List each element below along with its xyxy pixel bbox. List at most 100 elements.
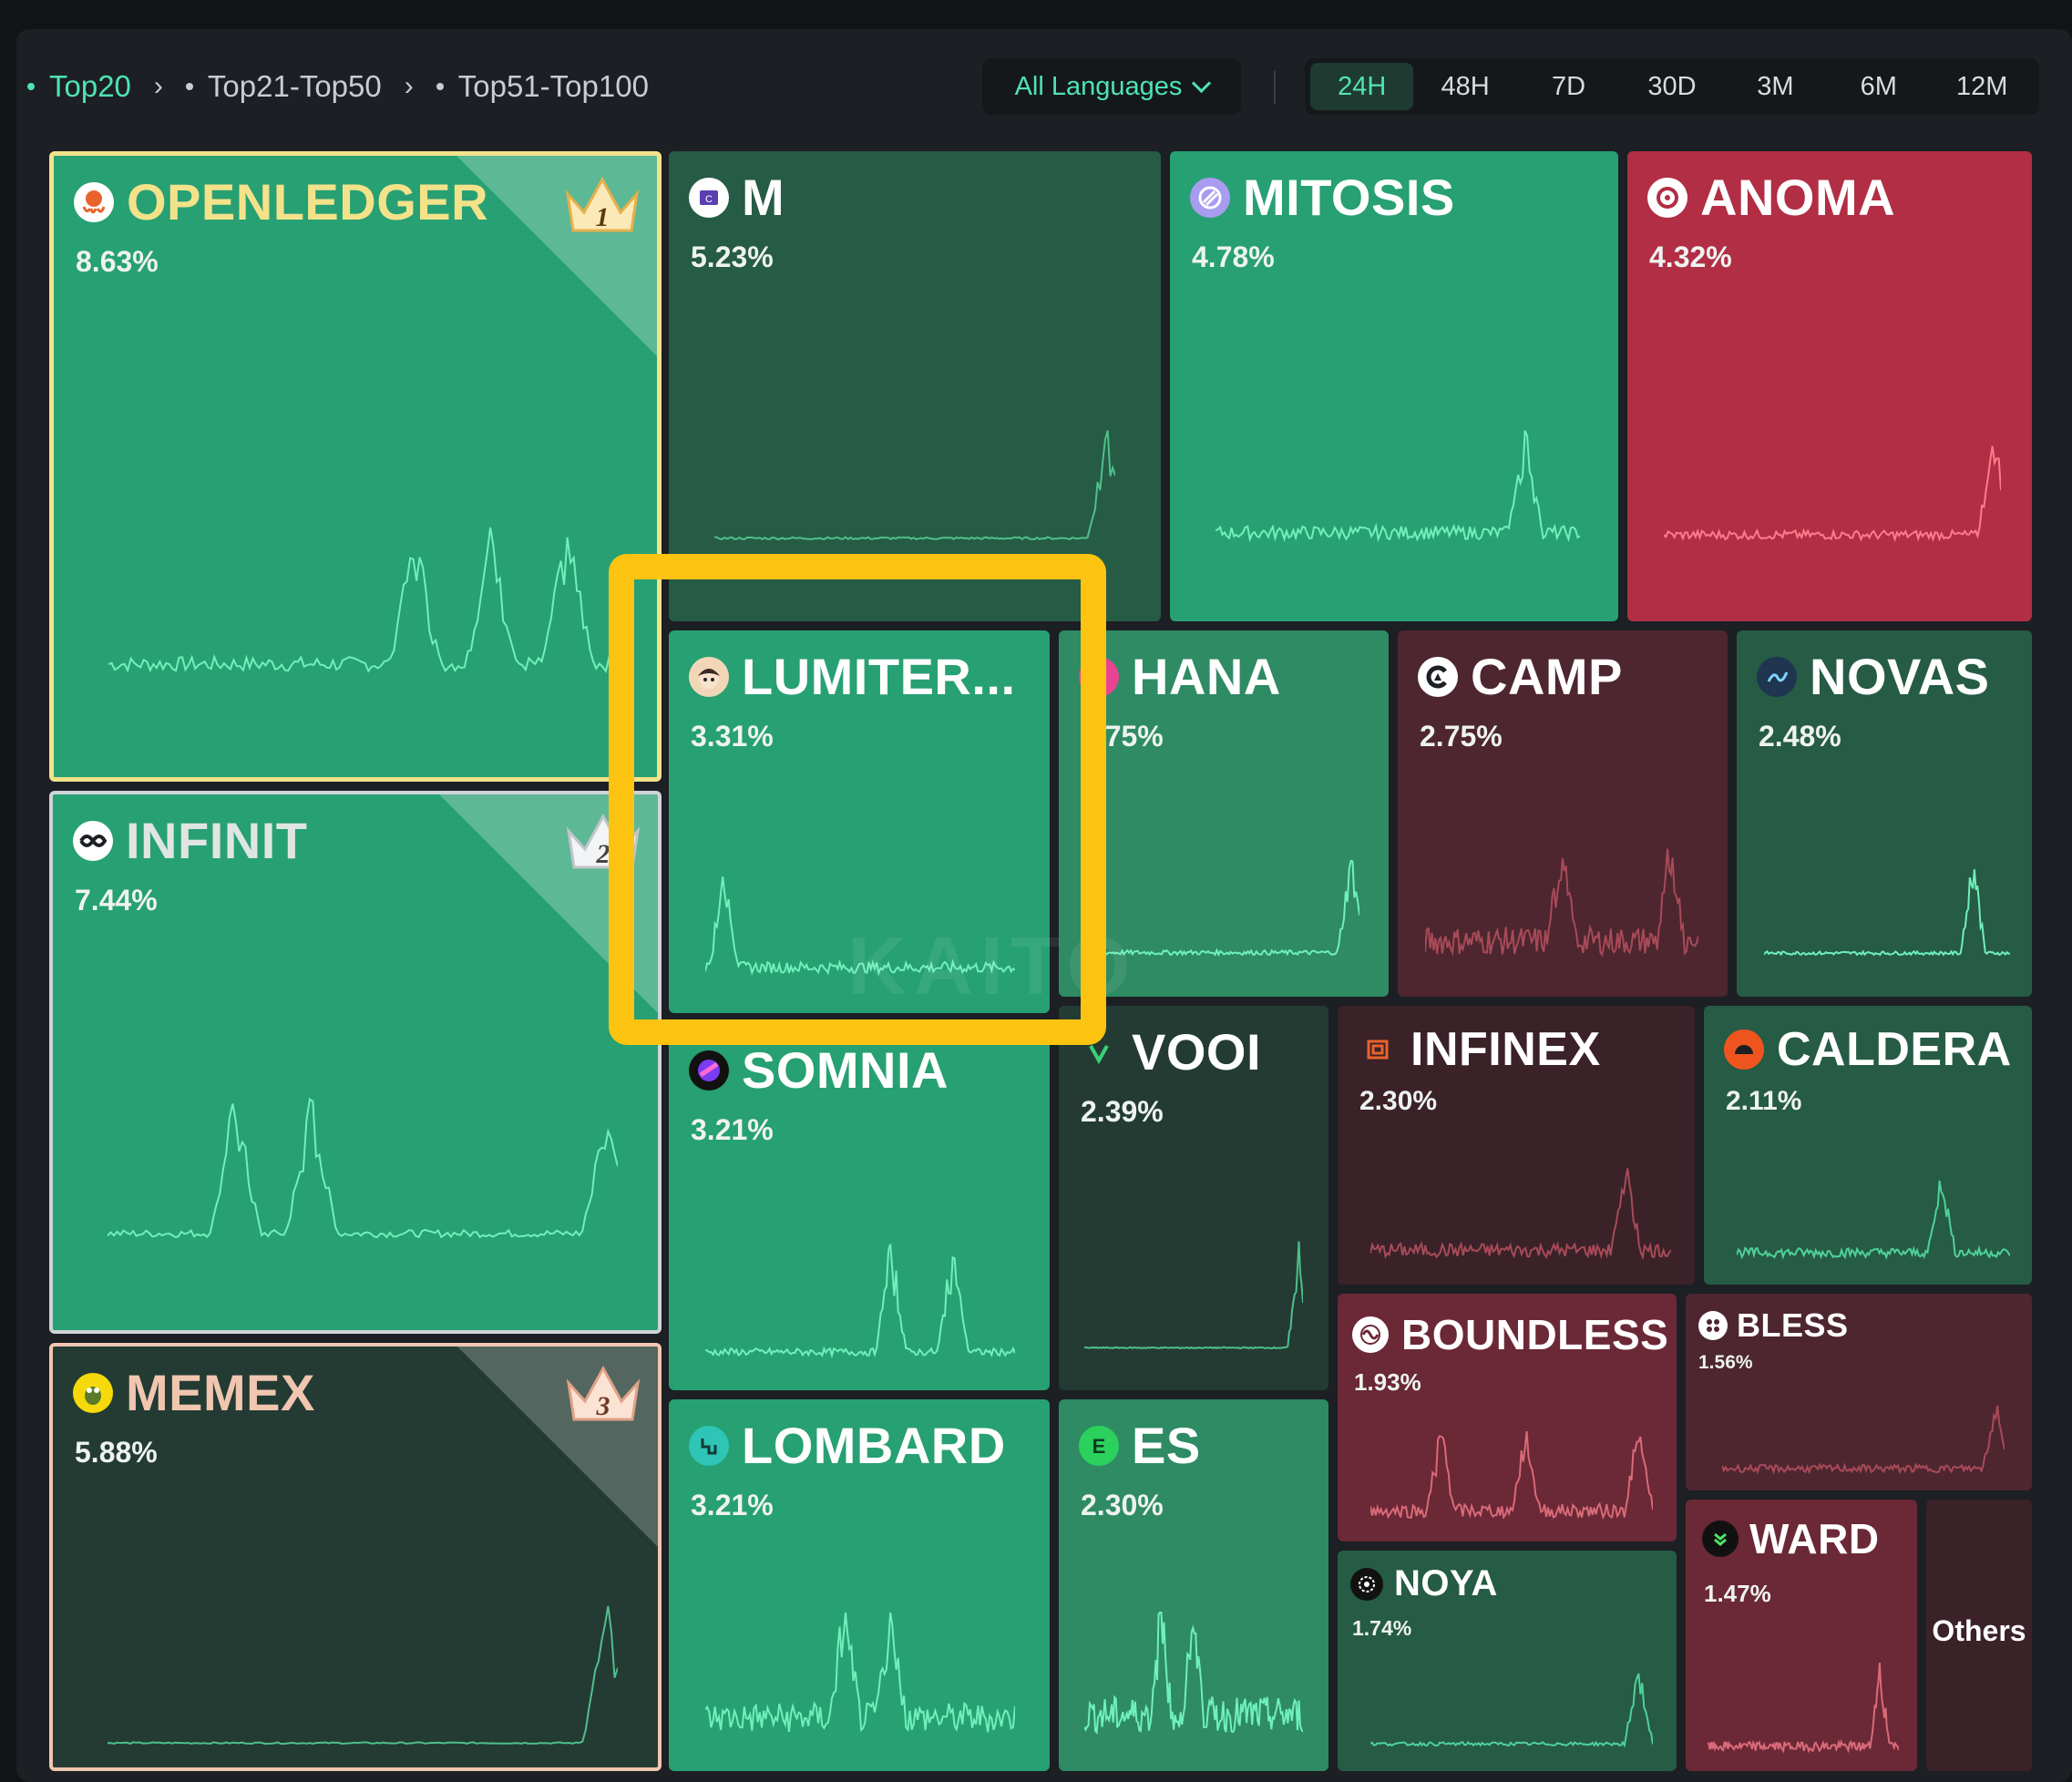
tile-mitosis[interactable]: MITOSIS 4.78% <box>1170 151 1618 621</box>
novas-icon <box>1757 656 1797 697</box>
sparkline-path <box>705 1244 1015 1359</box>
tile-memex[interactable]: MEMEX 5.88% 3 <box>49 1343 662 1771</box>
sparkline <box>1708 1663 1899 1754</box>
noya-icon <box>1350 1567 1383 1601</box>
range-12m[interactable]: 12M <box>1956 71 2008 101</box>
tile-lumiterra[interactable]: LUMITER... 3.31% <box>669 630 1050 1013</box>
boundless-icon <box>1352 1316 1389 1353</box>
bullet-icon <box>436 83 444 90</box>
sparkline-path <box>1737 1180 2010 1260</box>
rank-corner <box>457 1347 658 1547</box>
sparkline-path <box>1425 848 1698 958</box>
sparkline-path <box>1086 859 1359 958</box>
tile-m[interactable]: C M 5.23% <box>669 151 1161 621</box>
breadcrumb-top21-50[interactable]: Top21-Top50 <box>185 69 382 104</box>
sparkline-path <box>1084 1241 1303 1350</box>
tile-camp[interactable]: CAMP 2.75% <box>1398 630 1728 997</box>
svg-text:3: 3 <box>596 1391 610 1421</box>
range-30d[interactable]: 30D <box>1647 71 1697 101</box>
sparkline-path <box>108 1097 618 1239</box>
sparkline <box>1425 848 1698 958</box>
others-label: Others <box>1932 1614 2026 1647</box>
sparkline-path <box>1084 1612 1303 1735</box>
sparkline-path <box>1370 1168 1671 1261</box>
tile-ward[interactable]: WARD 1.47% <box>1686 1500 1917 1771</box>
bullet-icon <box>185 83 193 90</box>
somnia-icon <box>689 1050 729 1091</box>
svg-text:2: 2 <box>596 839 610 869</box>
infinex-icon <box>1358 1029 1398 1070</box>
rank-corner <box>456 156 657 356</box>
sparkline-path <box>1722 1405 2005 1475</box>
sparkline-path <box>1764 869 2010 957</box>
sparkline <box>714 430 1115 541</box>
frog-icon <box>73 1372 113 1413</box>
range-6m[interactable]: 6M <box>1860 71 1897 101</box>
tile-es[interactable]: E ES 2.30% <box>1059 1399 1328 1771</box>
infinity-icon <box>73 820 113 861</box>
sparkline <box>1086 859 1359 958</box>
tile-openledger[interactable]: OPENLEDGER 8.63% 1 <box>49 151 662 782</box>
sparkline <box>1370 1430 1653 1521</box>
ward-icon <box>1702 1521 1739 1557</box>
chevron-down-icon <box>1192 73 1212 93</box>
sparkline <box>1737 1180 2010 1260</box>
octopus-icon <box>74 181 114 222</box>
tile-noya[interactable]: NOYA 1.74% <box>1338 1551 1677 1771</box>
breadcrumb-top20[interactable]: Top20 <box>27 69 131 104</box>
sparkline <box>1722 1405 2005 1475</box>
time-range-selector: 24H 48H 7D 30D 3M 6M 12M <box>1305 58 2039 115</box>
tile-somnia[interactable]: SOMNIA 3.21% <box>669 1022 1050 1390</box>
chevron-right-icon: › <box>153 71 163 101</box>
sparkline <box>108 1605 618 1746</box>
tile-vooi[interactable]: VOOI 2.39% <box>1059 1006 1328 1390</box>
tile-infinit[interactable]: INFINIT 7.44% 2 <box>49 791 662 1334</box>
tile-hana[interactable]: HANA 2.75% <box>1059 630 1389 997</box>
sparkline <box>705 1244 1015 1359</box>
sparkline <box>705 876 1015 977</box>
tile-bless[interactable]: BLESS 1.56% <box>1686 1294 2032 1490</box>
sparkline-path <box>1216 430 1580 543</box>
tile-novas[interactable]: NOVAS 2.48% <box>1737 630 2032 997</box>
sparkline-path <box>714 430 1115 541</box>
breadcrumb: Top20 › Top21-Top50 › Top51-Top100 <box>27 55 649 118</box>
divider <box>1274 71 1276 104</box>
crown-gold-icon: 1 <box>562 174 642 242</box>
range-3m[interactable]: 3M <box>1757 71 1794 101</box>
tile-caldera[interactable]: CALDERA 2.11% <box>1704 1006 2032 1285</box>
svg-text:C: C <box>705 194 713 205</box>
language-dropdown[interactable]: All Languages <box>982 58 1241 115</box>
crown-bronze-icon: 3 <box>563 1363 643 1431</box>
sparkline-path <box>1664 446 2001 543</box>
svg-text:E: E <box>1092 1435 1106 1458</box>
tile-anoma[interactable]: ANOMA 4.32% <box>1627 151 2032 621</box>
sparkline-path <box>705 1612 1015 1733</box>
range-24h[interactable]: 24H <box>1310 63 1414 110</box>
sparkline <box>1664 446 2001 543</box>
m-logo-icon: C <box>689 177 729 218</box>
sparkline <box>705 1612 1015 1733</box>
range-48h[interactable]: 48H <box>1441 71 1490 101</box>
sparkline <box>108 1097 618 1239</box>
tile-others[interactable]: Others <box>1926 1500 2032 1771</box>
crown-silver-icon: 2 <box>563 811 643 879</box>
hana-icon <box>1079 656 1119 697</box>
sparkline <box>1370 1673 1653 1748</box>
range-7d[interactable]: 7D <box>1552 71 1586 101</box>
tile-boundless[interactable]: BOUNDLESS 1.93% <box>1338 1294 1677 1541</box>
avatar-icon <box>689 656 729 697</box>
sparkline <box>1216 430 1580 543</box>
sparkline <box>1084 1612 1303 1735</box>
svg-text:1: 1 <box>596 202 610 232</box>
kaito-watermark: KAITO <box>847 921 1138 1012</box>
lombard-icon <box>689 1425 729 1466</box>
breadcrumb-top51-100[interactable]: Top51-Top100 <box>436 69 649 104</box>
sparkline <box>108 527 619 674</box>
bullet-icon <box>27 83 35 90</box>
sparkline <box>1370 1168 1671 1261</box>
mitosis-icon <box>1190 177 1230 218</box>
tile-infinex[interactable]: INFINEX 2.30% <box>1338 1006 1695 1285</box>
camp-icon <box>1418 656 1458 697</box>
tile-lombard[interactable]: LOMBARD 3.21% <box>669 1399 1050 1771</box>
sparkline <box>1764 869 2010 957</box>
